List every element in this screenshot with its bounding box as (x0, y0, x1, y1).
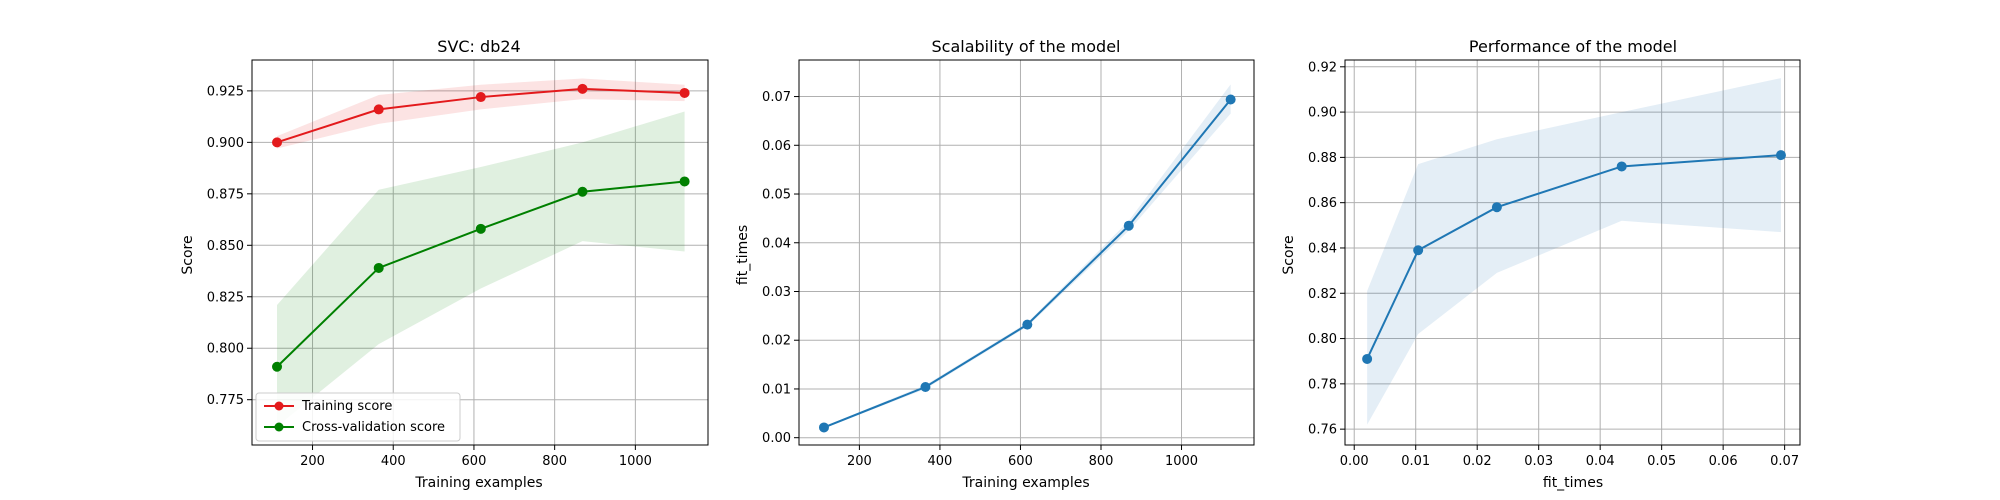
x-tick-label: 0.04 (1586, 454, 1615, 469)
data-point (818, 422, 829, 433)
x-axis-label: Training examples (414, 475, 542, 491)
data-point (475, 223, 486, 234)
y-tick-label: 0.05 (762, 188, 791, 203)
panel-scalability: Scalability of the model Training exampl… (735, 37, 1255, 491)
data-point (1225, 94, 1236, 105)
legend-box (255, 392, 461, 442)
confidence-bands (1367, 78, 1781, 425)
series-lines (818, 94, 1236, 433)
panel-title: Scalability of the model (932, 37, 1121, 56)
y-tick-label: 0.825 (207, 290, 244, 305)
x-tick-label: 600 (1008, 454, 1033, 469)
tick-labels: 200 400 600 800 1000 0.00 0.01 0.02 0.03 0.04 0.05… (762, 90, 1198, 469)
x-tick-label: 0.03 (1524, 454, 1553, 469)
y-tick-label: 0.92 (1308, 60, 1337, 75)
data-point (1616, 161, 1627, 172)
series-lines (1362, 150, 1786, 364)
x-tick-label: 1000 (619, 454, 652, 469)
panel-svc-learning-curve: SVC: db24 Training examples Score 200 400… (180, 37, 709, 491)
y-axis-label: Score (1281, 235, 1297, 274)
confidence-band-0 (277, 78, 685, 149)
y-tick-label: 0.86 (1308, 196, 1337, 211)
data-point (475, 92, 486, 103)
y-tick-label: 0.82 (1308, 287, 1337, 302)
x-tick-label: 600 (462, 454, 487, 469)
grid (1345, 60, 1800, 445)
data-point (1022, 319, 1033, 330)
y-tick-label: 0.875 (207, 187, 244, 202)
data-point (1413, 245, 1424, 256)
x-tick-label: 0.00 (1340, 454, 1369, 469)
legend-marker-cross-validation (274, 422, 284, 432)
data-point (272, 137, 283, 148)
y-tick-label: 0.84 (1308, 241, 1337, 256)
data-point (1362, 353, 1373, 364)
data-point (920, 382, 931, 393)
grid (252, 60, 708, 445)
y-tick-label: 0.06 (762, 139, 791, 154)
x-axis-label: fit_times (1543, 475, 1603, 491)
panel-performance: Performance of the model fit_times Score… (1281, 37, 1801, 491)
data-point (1775, 150, 1786, 161)
y-tick-label: 0.850 (207, 239, 244, 254)
data-point (679, 87, 690, 98)
data-point (1491, 202, 1502, 213)
grid (799, 60, 1254, 445)
x-tick-label: 1000 (1165, 454, 1198, 469)
y-tick-label: 0.925 (207, 84, 244, 99)
x-tick-label: 0.07 (1770, 454, 1799, 469)
data-point (1123, 220, 1134, 231)
tick-labels: 200 400 600 800 1000 0.775 0.800 0.825 0.850 0.87… (207, 84, 652, 469)
x-tick-label: 400 (381, 454, 406, 469)
panel-title: Performance of the model (1469, 37, 1677, 56)
plot-frame (1344, 59, 1801, 446)
y-tick-label: 0.04 (762, 236, 791, 251)
data-point (272, 361, 283, 372)
x-tick-label: 0.06 (1709, 454, 1738, 469)
y-axis-label: Score (180, 235, 196, 274)
series-lines (272, 83, 690, 372)
panel-title: SVC: db24 (437, 37, 520, 56)
legend-label-cross-validation: Cross-validation score (302, 420, 445, 435)
data-point (373, 104, 384, 115)
x-tick-label: 800 (542, 454, 567, 469)
x-tick-label: 400 (928, 454, 953, 469)
data-point (577, 186, 588, 197)
plot-frame (798, 59, 1255, 446)
plot-frame (251, 59, 709, 446)
y-tick-label: 0.76 (1308, 423, 1337, 438)
x-tick-label: 0.01 (1401, 454, 1430, 469)
y-tick-label: 0.800 (207, 342, 244, 357)
x-tick-label: 0.05 (1647, 454, 1676, 469)
y-tick-label: 0.03 (762, 285, 791, 300)
legend-label-training: Training score (301, 399, 392, 414)
legend: Training score Cross-validation score (255, 392, 461, 442)
data-point (577, 83, 588, 94)
y-tick-label: 0.78 (1308, 377, 1337, 392)
y-tick-label: 0.07 (762, 90, 791, 105)
legend-marker-training (274, 401, 284, 411)
y-tick-label: 0.01 (762, 382, 791, 397)
data-point (373, 262, 384, 273)
y-tick-label: 0.900 (207, 136, 244, 151)
y-tick-label: 0.775 (207, 393, 244, 408)
tick-labels: 0.00 0.01 0.02 0.03 0.04 0.05 0.06 0.07 0.76 0.78… (1308, 60, 1799, 469)
data-point (679, 176, 690, 187)
y-axis-label: fit_times (735, 225, 751, 285)
y-tick-label: 0.80 (1308, 332, 1337, 347)
confidence-band-0 (1367, 78, 1781, 425)
x-tick-label: 200 (847, 454, 872, 469)
x-tick-label: 0.02 (1463, 454, 1492, 469)
x-tick-label: 200 (300, 454, 325, 469)
y-tick-label: 0.90 (1308, 106, 1337, 121)
y-tick-label: 0.00 (762, 431, 791, 446)
x-tick-label: 800 (1089, 454, 1114, 469)
x-axis-label: Training examples (961, 475, 1089, 491)
y-tick-label: 0.88 (1308, 151, 1337, 166)
y-tick-label: 0.02 (762, 334, 791, 349)
